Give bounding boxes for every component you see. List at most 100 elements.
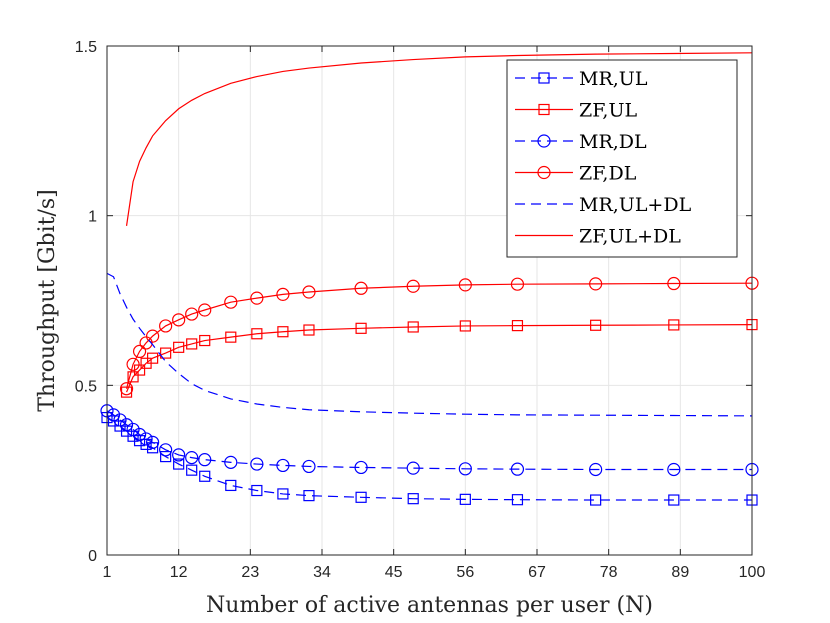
data-point — [146, 329, 160, 343]
data-point — [277, 326, 289, 338]
data-point — [302, 459, 316, 474]
data-point — [199, 470, 211, 482]
legend-entry: MR,UL — [515, 68, 648, 90]
data-point — [668, 494, 680, 506]
data-point — [198, 303, 212, 317]
data-point — [276, 458, 290, 473]
data-point — [459, 493, 471, 505]
legend: MR,UL ZF,UL MR,DL ZF,DL MR,UL+DL ZF,UL+DL — [506, 59, 738, 258]
data-point — [225, 479, 237, 492]
data-point — [458, 462, 472, 476]
data-point — [185, 451, 199, 465]
legend-marker — [537, 134, 551, 148]
legend-box — [506, 59, 738, 258]
data-point — [127, 371, 139, 383]
legend-label: ZF,DL — [579, 163, 637, 185]
legend-label: MR,UL — [579, 68, 648, 90]
data-point — [224, 455, 238, 469]
legend-marker — [538, 103, 550, 116]
legend-label: ZF,UL+DL — [579, 226, 681, 248]
series-zf-dl — [119, 276, 759, 396]
data-point — [458, 278, 472, 292]
data-point — [589, 277, 603, 291]
data-point — [113, 413, 127, 427]
legend-marker — [537, 165, 551, 180]
data-point — [355, 322, 367, 334]
legend-label: MR,UL+DL — [579, 194, 692, 216]
data-point — [159, 319, 173, 333]
data-point — [407, 493, 419, 505]
data-point — [186, 464, 198, 476]
data-point — [173, 341, 185, 353]
data-point — [132, 427, 147, 442]
x-tick-label: 34 — [313, 564, 331, 581]
data-point — [250, 457, 264, 471]
data-point — [251, 484, 263, 497]
legend-label: ZF,UL — [579, 100, 637, 122]
data-point — [224, 295, 238, 309]
data-point — [172, 313, 186, 327]
data-point — [459, 320, 471, 332]
data-point — [133, 435, 146, 447]
data-point — [355, 491, 367, 503]
data-point — [139, 432, 153, 446]
series-layer — [100, 52, 759, 506]
data-point — [589, 462, 603, 477]
data-point — [511, 320, 524, 332]
data-point — [510, 277, 525, 291]
legend-entry: MR,UL+DL — [515, 194, 692, 216]
data-point — [198, 453, 212, 467]
x-tick-label: 56 — [456, 564, 474, 581]
data-point — [160, 347, 172, 359]
data-point — [303, 490, 315, 502]
data-point — [406, 279, 420, 293]
data-point — [354, 460, 368, 475]
series-line — [106, 272, 753, 417]
series-mr-dl — [100, 404, 759, 477]
data-point — [407, 321, 419, 333]
data-point — [510, 462, 525, 476]
x-tick-label: 100 — [739, 564, 766, 581]
data-point — [160, 450, 172, 463]
y-axis-label: Throughput [Gbit/s] — [35, 189, 60, 412]
data-point — [185, 307, 199, 321]
x-tick-label: 89 — [671, 564, 689, 581]
data-point — [173, 458, 185, 470]
data-point — [225, 331, 237, 343]
data-point — [172, 448, 186, 462]
series-line — [106, 417, 752, 501]
series-line — [106, 410, 752, 471]
series-zf-ul-dl — [125, 52, 753, 226]
y-tick-label: 1.5 — [75, 39, 97, 56]
data-point — [119, 382, 134, 396]
y-tick-label: 0.5 — [75, 378, 97, 395]
data-point — [406, 461, 420, 475]
data-point — [250, 291, 264, 305]
y-tick-label: 0 — [88, 548, 97, 565]
x-tick-label: 12 — [170, 564, 188, 581]
data-point — [251, 328, 263, 340]
x-tick-label: 45 — [385, 564, 403, 581]
data-point — [276, 287, 290, 301]
ticks: 1 12 23 34 45 56 67 78 89 100 0 0.5 1 1.5 — [75, 39, 766, 581]
y-tick-label: 1 — [88, 209, 97, 226]
legend-entry: ZF,UL — [515, 100, 637, 122]
data-point — [302, 285, 316, 299]
data-point — [590, 494, 602, 506]
data-point — [667, 462, 681, 477]
legend-entry: MR,DL — [515, 131, 647, 153]
legend-marker — [538, 72, 550, 84]
axes-box — [106, 45, 753, 556]
series-mr-ul-dl — [106, 272, 753, 417]
data-point — [147, 352, 159, 364]
x-tick-label: 67 — [528, 564, 546, 581]
x-tick-label: 78 — [600, 564, 618, 581]
data-point — [199, 334, 211, 347]
x-tick-label: 1 — [103, 564, 112, 581]
x-tick-label: 23 — [241, 564, 259, 581]
legend-label: MR,DL — [579, 131, 647, 153]
data-point — [159, 443, 173, 457]
data-point — [511, 494, 524, 506]
data-point — [667, 276, 681, 291]
